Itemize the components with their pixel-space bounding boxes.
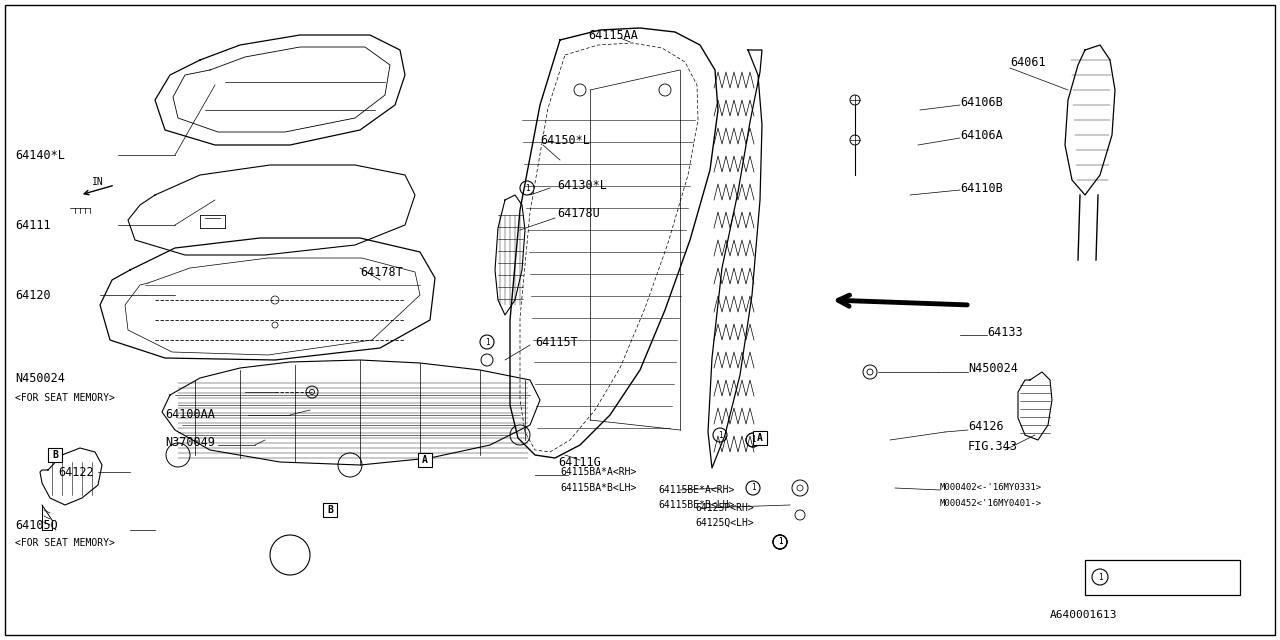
Text: <FOR SEAT MEMORY>: <FOR SEAT MEMORY>: [15, 538, 115, 548]
Text: B: B: [52, 450, 58, 460]
Text: 64126: 64126: [968, 420, 1004, 433]
Text: 64115T: 64115T: [535, 335, 577, 349]
Text: 64106B: 64106B: [960, 95, 1002, 109]
Text: 64130*L: 64130*L: [557, 179, 607, 191]
Text: 64111: 64111: [15, 218, 51, 232]
Text: 1: 1: [1098, 573, 1102, 582]
Text: N370049: N370049: [165, 435, 215, 449]
Text: 64133: 64133: [987, 326, 1023, 339]
Text: 64110B: 64110B: [960, 182, 1002, 195]
Text: 1: 1: [718, 431, 722, 440]
Text: M000402<-'16MY0331>: M000402<-'16MY0331>: [940, 483, 1042, 492]
Text: A640001613: A640001613: [1050, 610, 1117, 620]
Text: 64115BE*A<RH>: 64115BE*A<RH>: [658, 485, 735, 495]
Text: 64105Q: 64105Q: [15, 518, 58, 531]
Text: 64122: 64122: [58, 465, 93, 479]
Text: Q710007: Q710007: [1115, 570, 1165, 584]
Text: 1: 1: [750, 435, 755, 445]
Text: FIG.343: FIG.343: [968, 440, 1018, 454]
Text: N450024: N450024: [968, 362, 1018, 374]
Bar: [1085, 560, 1240, 595]
Text: 64115BA*A<RH>: 64115BA*A<RH>: [561, 467, 636, 477]
Bar: [49, 448, 61, 462]
Bar: [419, 453, 433, 467]
Text: 64115AA: 64115AA: [588, 29, 637, 42]
Text: 64120: 64120: [15, 289, 51, 301]
Text: 64178U: 64178U: [557, 207, 600, 220]
Text: 64178T: 64178T: [360, 266, 403, 278]
Text: A: A: [422, 455, 428, 465]
Text: 1: 1: [485, 337, 489, 346]
Text: IN: IN: [92, 177, 104, 187]
Text: 64125Q<LH>: 64125Q<LH>: [695, 518, 754, 528]
Text: <FOR SEAT MEMORY>: <FOR SEAT MEMORY>: [15, 393, 115, 403]
Text: 64140*L: 64140*L: [15, 148, 65, 161]
Text: B: B: [328, 505, 333, 515]
Text: 64150*L: 64150*L: [540, 134, 590, 147]
Text: 64125P<RH>: 64125P<RH>: [695, 503, 754, 513]
Text: A: A: [756, 433, 763, 443]
Text: M000452<'16MY0401->: M000452<'16MY0401->: [940, 499, 1042, 508]
Bar: [323, 503, 337, 517]
Text: 1: 1: [778, 538, 782, 547]
Text: 64061: 64061: [1010, 56, 1046, 68]
Text: N450024: N450024: [15, 371, 65, 385]
Text: 64100AA: 64100AA: [165, 408, 215, 422]
Text: 64111G: 64111G: [558, 456, 600, 468]
Bar: [753, 431, 767, 445]
Text: 1: 1: [525, 184, 530, 193]
Text: 64115BE*B<LH>: 64115BE*B<LH>: [658, 500, 735, 510]
Text: 64115BA*B<LH>: 64115BA*B<LH>: [561, 483, 636, 493]
Text: 1: 1: [750, 483, 755, 493]
Text: 64106A: 64106A: [960, 129, 1002, 141]
Text: 1: 1: [778, 538, 782, 547]
